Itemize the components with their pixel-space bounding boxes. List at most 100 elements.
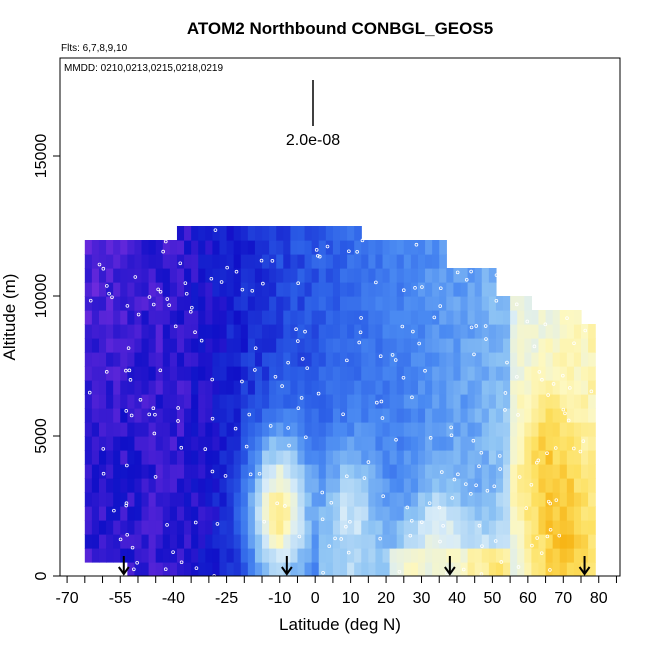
heatmap-cell [361,352,369,367]
heatmap-cell [120,254,128,269]
heatmap-cell [432,394,440,409]
observation-point [107,291,111,296]
heatmap-cell [176,352,185,367]
heatmap-cell [474,268,483,283]
observation-point [210,416,215,421]
heatmap-cell [417,450,426,465]
heatmap-cell [361,394,369,409]
heatmap-cell [474,380,483,395]
heatmap-cell [184,310,192,325]
observation-point [152,431,157,436]
observation-point [423,368,427,373]
heatmap-cell [588,380,596,395]
heatmap-cell [417,380,426,395]
heatmap-cell [417,352,426,367]
heatmap-cell [262,450,270,465]
heatmap-cell [453,380,462,395]
observation-point [484,337,488,341]
heatmap-cell [510,534,518,549]
observation-point [374,280,378,285]
heatmap-cell [531,310,540,325]
observation-point [286,426,291,430]
heatmap-cell [510,338,518,353]
observation-point [578,449,583,454]
heatmap-cell [113,240,121,255]
observation-point [133,275,138,279]
heatmap-cell [226,366,235,381]
heatmap-cell [297,562,306,576]
heatmap-cell [566,520,575,535]
heatmap-cell [205,478,214,493]
heatmap-cell [531,534,540,549]
heatmap-cell [262,492,270,507]
heatmap-cell [91,520,100,535]
heatmap-cell [325,338,334,353]
heatmap-cell [226,408,235,423]
profile-arrow [117,556,130,576]
heatmap-cell [481,492,490,507]
heatmap-cell [84,310,93,325]
heatmap-cell [198,338,206,353]
heatmap-cell [432,534,440,549]
heatmap-cell [552,562,561,576]
heatmap-cell [453,506,462,521]
heatmap-cell [98,380,107,395]
heatmap-cell [410,366,419,381]
heatmap-cell [113,366,121,381]
heatmap-cell [325,520,334,535]
observation-point [179,560,184,565]
heatmap-cell [162,548,171,563]
heatmap-cell [141,436,150,451]
heatmap-cell [127,422,136,437]
heatmap-cell [368,240,377,255]
heatmap-cell [262,394,270,409]
heatmap-cell [283,254,291,269]
heatmap-cell [389,282,398,297]
heatmap-cell [389,492,398,507]
heatmap-cell [184,352,192,367]
heatmap-cell [106,422,114,437]
heatmap-cell [410,562,419,576]
heatmap-cell [581,478,589,493]
heatmap-cell [120,492,128,507]
heatmap-cell [91,464,100,479]
heatmap-cell [198,240,206,255]
heatmap-cell [198,380,206,395]
heatmap-cell [290,282,299,297]
heatmap-cell [127,338,136,353]
heatmap-cell [573,380,582,395]
heatmap-cell [403,464,412,479]
heatmap-cell [446,534,455,549]
observation-point [532,344,537,349]
heatmap-cell [233,394,242,409]
heatmap-cell [311,394,320,409]
heatmap-cell [545,408,554,423]
heatmap-cell [425,324,433,339]
heatmap-cell [205,520,214,535]
heatmap-cell [191,548,199,563]
heatmap-cell [559,506,568,521]
heatmap-cell [467,268,476,283]
heatmap-cell [212,436,221,451]
heatmap-cell [354,408,362,423]
heatmap-cell [361,436,369,451]
heatmap-cell [219,296,228,311]
heatmap-cell [531,478,540,493]
heatmap-cell [354,394,362,409]
heatmap-cell [191,268,199,283]
heatmap-cell [318,240,327,255]
heatmap-cell [467,534,476,549]
heatmap-cell [588,408,596,423]
heatmap-cell [219,268,228,283]
heatmap-cell [389,366,398,381]
heatmap-cell [332,548,341,563]
heatmap-cell [311,520,320,535]
heatmap-cell [219,562,228,576]
heatmap-cell [510,506,518,521]
observation-point [419,520,424,524]
heatmap-cell [382,254,391,269]
observation-point [163,567,168,572]
heatmap-cell [332,436,341,451]
heatmap-cell [361,380,369,395]
heatmap-cell [176,562,185,576]
